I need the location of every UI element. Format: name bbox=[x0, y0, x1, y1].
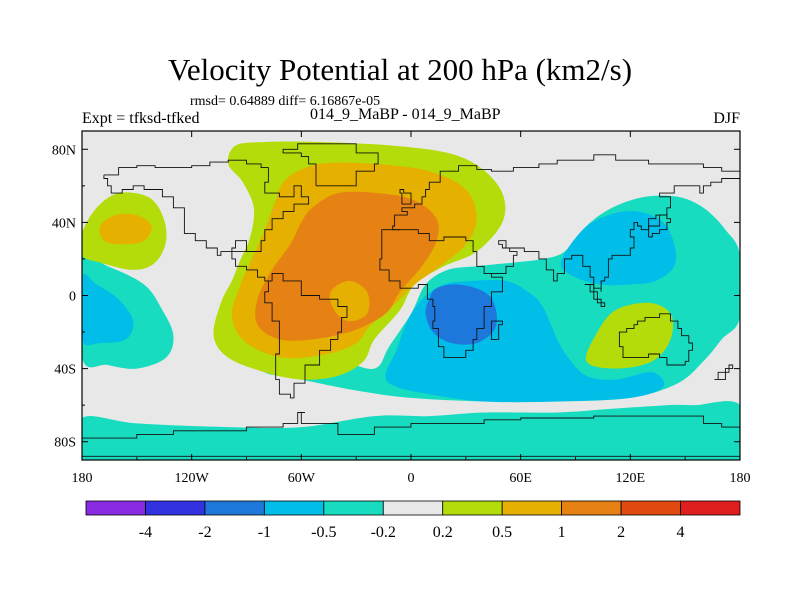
x-tick-label: 180 bbox=[730, 471, 751, 486]
x-tick-label: 120W bbox=[175, 471, 210, 486]
y-tick-label: 80S bbox=[54, 436, 76, 451]
colorbar-label: 2 bbox=[617, 524, 625, 541]
experiment-label: Expt = tfksd-tfked bbox=[82, 110, 200, 127]
coastline bbox=[584, 284, 606, 307]
colorbar-swatch bbox=[204, 500, 265, 516]
y-tick-label: 80N bbox=[52, 143, 76, 158]
coastline bbox=[399, 189, 412, 205]
colorbar-label: -0.2 bbox=[371, 524, 396, 541]
colorbar-swatch bbox=[561, 500, 622, 516]
colorbar-label: 1 bbox=[558, 524, 566, 541]
x-tick-label: 0 bbox=[408, 471, 415, 486]
stats-line: rmsd= 0.64889 diff= 6.16867e-05 bbox=[190, 94, 381, 109]
coastline bbox=[618, 313, 693, 366]
colorbar-swatch bbox=[501, 500, 563, 516]
contour-region bbox=[425, 284, 497, 345]
contour-region bbox=[99, 213, 152, 245]
colorbar-swatch bbox=[442, 500, 503, 516]
colorbar-swatch bbox=[620, 500, 681, 516]
colorbar-label: 0.5 bbox=[492, 524, 512, 541]
colorbar-label: -0.5 bbox=[311, 524, 336, 541]
colorbar: -4 -2 -1 -0.5 -0.2 0.2 0.5 1 2 4 bbox=[85, 500, 741, 541]
colorbar-label: -4 bbox=[139, 524, 152, 541]
colorbar-swatch bbox=[323, 500, 384, 516]
season-label: DJF bbox=[713, 110, 740, 127]
coastline bbox=[392, 154, 740, 231]
coastline bbox=[714, 364, 734, 381]
colorbar-label: 0.2 bbox=[433, 524, 453, 541]
colorbar-swatch bbox=[382, 500, 444, 516]
colorbar-swatch bbox=[680, 500, 741, 516]
contour-region bbox=[329, 280, 370, 322]
coastline bbox=[379, 229, 503, 359]
x-tick-label: 60E bbox=[509, 471, 532, 486]
contour-fills bbox=[82, 131, 740, 460]
colorbar-label: -1 bbox=[258, 524, 271, 541]
x-tick-label: 180 bbox=[72, 471, 93, 486]
colorbar-swatch bbox=[145, 500, 206, 516]
coastline bbox=[490, 320, 503, 340]
axes: 180 120W 60W 0 60E 120E 180 80N 40N 0 40S 80S bbox=[52, 131, 751, 486]
colorbar-swatch bbox=[263, 500, 325, 516]
coastline bbox=[648, 214, 671, 238]
coastline bbox=[82, 412, 740, 439]
case-label: 014_9_MaBP - 014_9_MaBP bbox=[310, 106, 501, 123]
x-tick-label: 60W bbox=[288, 471, 316, 486]
chart-title: Velocity Potential at 200 hPa (km2/s) bbox=[167, 52, 633, 87]
coastline bbox=[103, 159, 348, 399]
y-tick-label: 0 bbox=[69, 290, 76, 305]
contour-region bbox=[585, 302, 674, 369]
coastline bbox=[282, 143, 379, 187]
coastline bbox=[103, 174, 262, 256]
contour-region bbox=[82, 401, 740, 460]
y-tick-label: 40S bbox=[54, 363, 76, 378]
colorbar-label: 4 bbox=[677, 524, 685, 541]
x-tick-label: 120E bbox=[616, 471, 646, 486]
coastline bbox=[491, 174, 740, 292]
colorbar-label: -2 bbox=[198, 524, 211, 541]
colorbar-swatch bbox=[85, 500, 146, 516]
y-tick-label: 40N bbox=[52, 216, 76, 231]
contour-region bbox=[82, 273, 134, 346]
